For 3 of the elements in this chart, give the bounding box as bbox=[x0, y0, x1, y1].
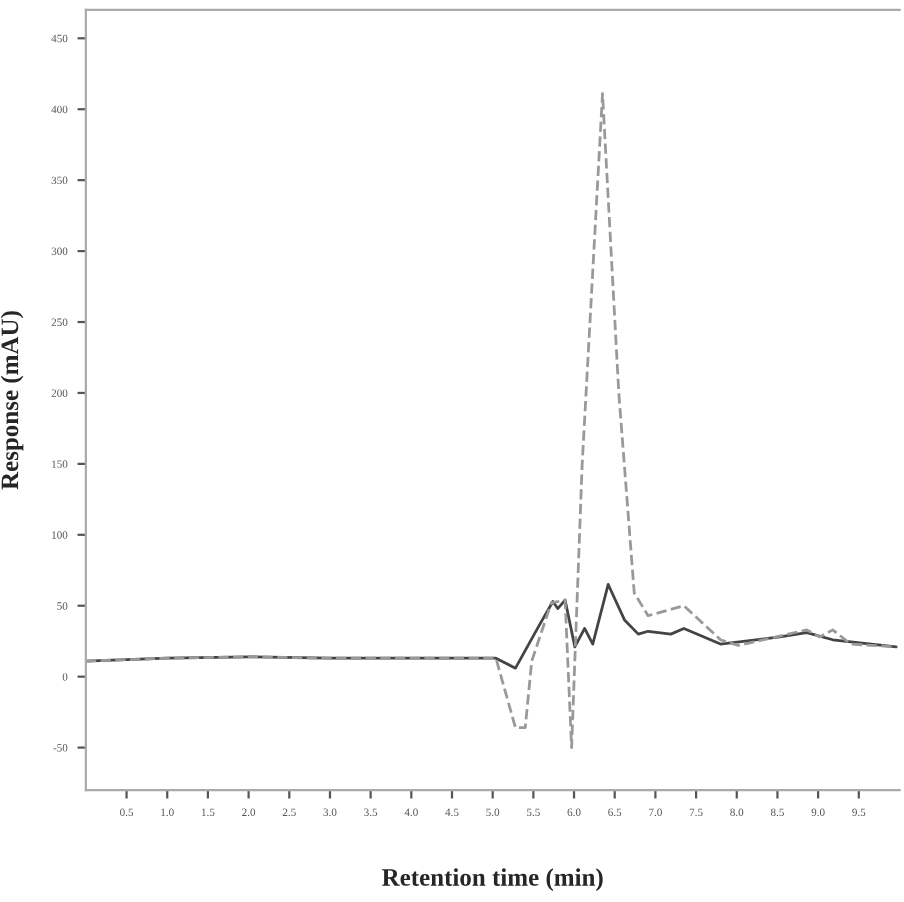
line-series bbox=[85, 92, 898, 749]
x-axis-title: Retention time (min) bbox=[382, 868, 603, 891]
y-axis-title: Response (mAU) bbox=[0, 311, 24, 490]
